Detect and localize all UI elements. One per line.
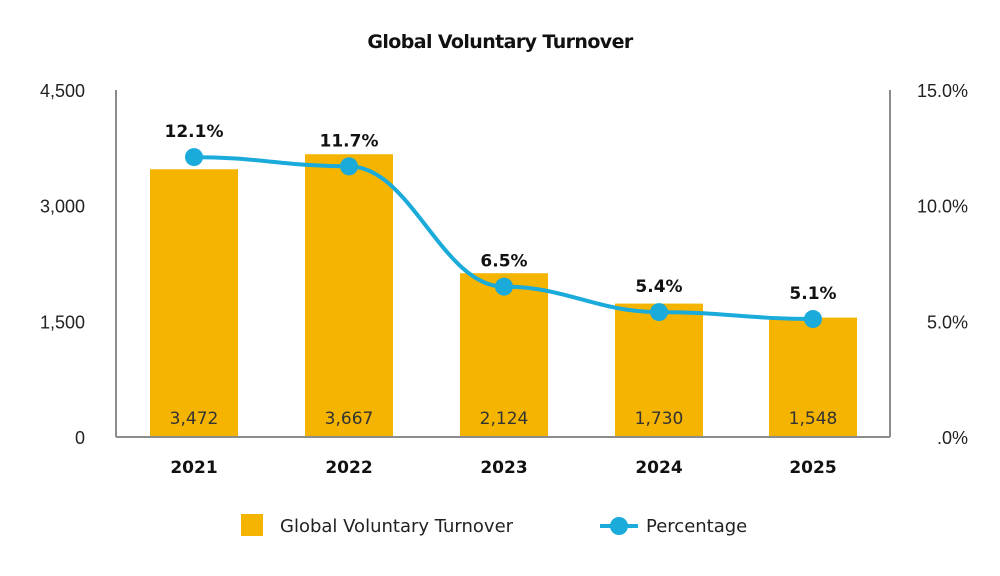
percentage-point: [495, 277, 513, 296]
left-tick-label: 1,500: [40, 312, 85, 332]
left-tick-label: 3,000: [40, 197, 85, 217]
bar-value-label: 3,472: [170, 409, 219, 429]
bar-value-label: 1,548: [789, 409, 838, 429]
category-label: 2021: [170, 458, 217, 478]
percentage-label: 5.1%: [789, 284, 836, 304]
bar: [615, 303, 703, 437]
percentage-label: 6.5%: [480, 252, 527, 272]
left-tick-label: 4,500: [40, 81, 85, 101]
left-tick-label: 0: [75, 428, 85, 448]
bar-value-label: 3,667: [325, 409, 374, 429]
bars: [150, 154, 857, 438]
legend-bar-swatch: [241, 514, 263, 536]
percentage-point: [340, 157, 358, 176]
legend: Global Voluntary Turnover Percentage: [241, 514, 747, 537]
legend-line-marker: [610, 517, 628, 535]
legend-line-label: Percentage: [646, 516, 747, 537]
percentage-point: [185, 148, 203, 167]
category-label: 2024: [635, 458, 682, 478]
category-label: 2025: [789, 458, 836, 478]
right-tick-label: 5.0%: [927, 312, 968, 332]
percentage-line-layer: [185, 148, 822, 329]
category-label: 2022: [325, 458, 372, 478]
right-axis-ticks: .0% 5.0% 10.0% 15.0%: [917, 81, 968, 448]
right-tick-label: .0%: [937, 428, 968, 448]
percentage-point: [804, 310, 822, 329]
right-tick-label: 15.0%: [917, 81, 968, 101]
percentage-label: 5.4%: [635, 277, 682, 297]
bar: [769, 317, 857, 437]
bar-value-label: 2,124: [480, 409, 529, 429]
legend-bar-label: Global Voluntary Turnover: [280, 516, 514, 537]
bar-value-label: 1,730: [635, 409, 684, 429]
percentage-label: 11.7%: [320, 131, 379, 151]
chart-title: Global Voluntary Turnover: [367, 31, 633, 53]
percentage-labels: 12.1% 11.7% 6.5% 5.4% 5.1%: [165, 122, 837, 304]
percentage-label: 12.1%: [165, 122, 224, 142]
category-labels: 2021 2022 2023 2024 2025: [170, 458, 836, 478]
percentage-point: [650, 303, 668, 322]
right-tick-label: 10.0%: [917, 197, 968, 217]
bar: [305, 154, 393, 437]
bar: [150, 169, 238, 438]
bar: [460, 273, 548, 437]
bar-value-labels: 3,472 3,667 2,124 1,730 1,548: [170, 409, 838, 429]
left-axis-ticks: 0 1,500 3,000 4,500: [40, 81, 85, 448]
category-label: 2023: [480, 458, 527, 478]
